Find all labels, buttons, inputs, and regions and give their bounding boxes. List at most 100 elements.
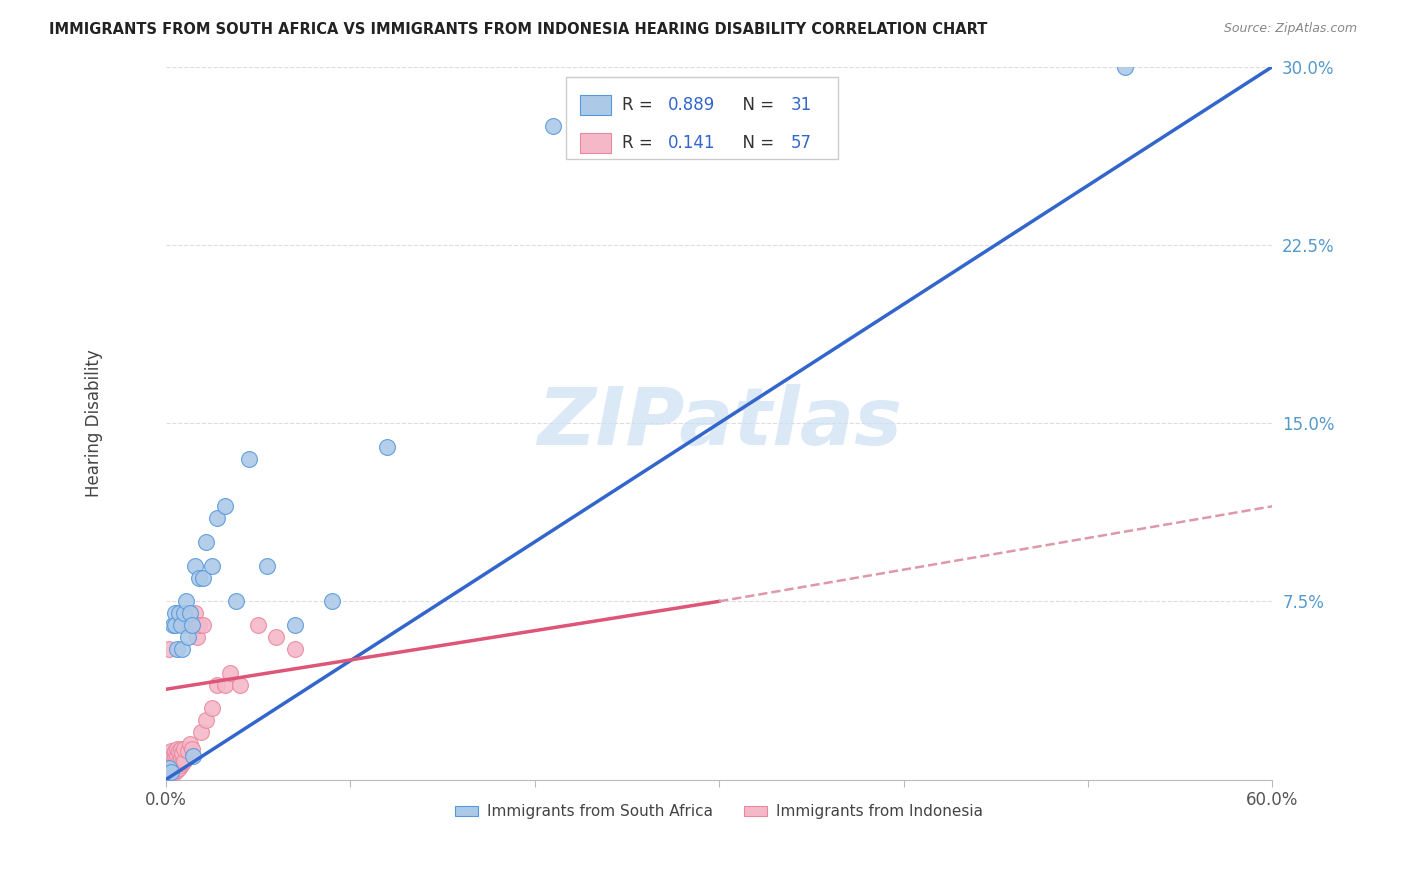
Point: [162, 756, 184, 770]
Point: [375, 440, 398, 454]
Point: [163, 748, 186, 763]
Point: [183, 618, 205, 632]
Point: [191, 571, 214, 585]
Text: N =: N =: [733, 96, 780, 114]
Legend: Immigrants from South Africa, Immigrants from Indonesia: Immigrants from South Africa, Immigrants…: [449, 798, 988, 825]
Point: [160, 761, 183, 775]
Point: [159, 765, 181, 780]
Text: 0.141: 0.141: [668, 134, 716, 152]
Point: [159, 641, 181, 656]
Point: [195, 713, 218, 727]
FancyBboxPatch shape: [567, 78, 838, 160]
Point: [174, 594, 197, 608]
Point: [162, 761, 184, 775]
Point: [190, 725, 212, 739]
Point: [169, 758, 191, 772]
Point: [162, 748, 184, 763]
Point: [156, 765, 179, 780]
Point: [284, 618, 307, 632]
Point: [186, 630, 208, 644]
Point: [214, 500, 236, 514]
Point: [266, 630, 288, 644]
Point: [188, 571, 211, 585]
Point: [541, 119, 564, 133]
FancyBboxPatch shape: [579, 133, 610, 153]
Text: R =: R =: [621, 96, 658, 114]
Point: [159, 761, 181, 775]
Point: [177, 630, 200, 644]
Point: [195, 535, 218, 549]
Point: [156, 754, 179, 768]
Point: [180, 741, 202, 756]
Point: [156, 768, 179, 782]
Point: [321, 594, 343, 608]
Text: 0.889: 0.889: [668, 96, 716, 114]
Point: [172, 747, 194, 761]
Point: [219, 665, 242, 680]
Text: R =: R =: [621, 134, 658, 152]
Point: [166, 741, 188, 756]
Point: [256, 558, 278, 573]
Point: [156, 748, 179, 763]
Text: 31: 31: [792, 96, 813, 114]
Point: [172, 641, 194, 656]
Point: [1114, 60, 1136, 74]
Point: [163, 765, 186, 780]
Point: [167, 754, 190, 768]
Point: [167, 744, 190, 758]
Point: [166, 756, 188, 770]
Point: [166, 641, 188, 656]
Point: [163, 606, 186, 620]
Point: [166, 763, 188, 777]
Point: [174, 618, 197, 632]
Point: [163, 756, 186, 770]
Point: [160, 765, 183, 780]
Point: [167, 761, 190, 775]
Point: [207, 511, 229, 525]
Point: [179, 737, 201, 751]
Point: [225, 594, 247, 608]
Point: [207, 677, 229, 691]
Point: [214, 677, 236, 691]
Point: [188, 618, 211, 632]
Point: [159, 756, 181, 770]
Point: [201, 558, 224, 573]
Point: [160, 754, 183, 768]
Point: [160, 748, 183, 763]
Point: [247, 618, 270, 632]
FancyBboxPatch shape: [579, 95, 610, 115]
Point: [284, 641, 307, 656]
Point: [167, 606, 190, 620]
Point: [179, 606, 201, 620]
Point: [183, 748, 205, 763]
Point: [172, 756, 194, 770]
Point: [156, 761, 179, 775]
Point: [173, 754, 195, 768]
Point: [169, 741, 191, 756]
Text: Source: ZipAtlas.com: Source: ZipAtlas.com: [1223, 22, 1357, 36]
Point: [160, 744, 183, 758]
Point: [169, 618, 191, 632]
Point: [166, 748, 188, 763]
Point: [184, 558, 207, 573]
Point: [162, 618, 184, 632]
Point: [163, 618, 186, 632]
Point: [177, 606, 200, 620]
Point: [228, 677, 250, 691]
Text: ZIPatlas: ZIPatlas: [537, 384, 901, 462]
Point: [238, 451, 260, 466]
Point: [177, 744, 200, 758]
Point: [159, 748, 181, 763]
Point: [180, 618, 202, 632]
Text: N =: N =: [733, 134, 780, 152]
Y-axis label: Hearing Disability: Hearing Disability: [86, 350, 103, 497]
Point: [163, 761, 186, 775]
Point: [162, 765, 184, 780]
Point: [191, 618, 214, 632]
Text: 57: 57: [792, 134, 813, 152]
Point: [160, 765, 183, 780]
Point: [163, 744, 186, 758]
Point: [173, 606, 195, 620]
Point: [159, 761, 181, 775]
Point: [169, 751, 191, 765]
